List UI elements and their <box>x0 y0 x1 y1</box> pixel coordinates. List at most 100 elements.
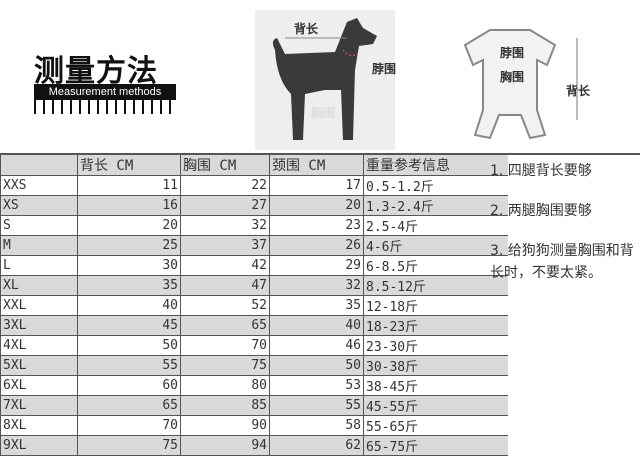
dog-silhouette-icon <box>255 10 395 150</box>
shirt-back-label: 背长 <box>566 84 591 98</box>
value-cell: 2.5-4斤 <box>363 215 508 236</box>
value-cell: 30-38斤 <box>363 355 508 376</box>
table-row: 7XL 65 85 55 45-55斤 <box>0 395 508 416</box>
column-header: 重量参考信息 <box>363 155 508 176</box>
column-header: 背长 CM <box>77 155 181 176</box>
table-row: XXS 11 22 17 0.5-1.2斤 <box>0 175 508 196</box>
value-cell: 65-75斤 <box>363 435 508 456</box>
table-row: L 30 42 29 6-8.5斤 <box>0 255 508 276</box>
table-row: 6XL 60 80 53 38-45斤 <box>0 375 508 396</box>
table-row: 5XL 55 75 50 30-38斤 <box>0 355 508 376</box>
size-cell: M <box>0 235 78 256</box>
note-3: 3. 给狗狗测量胸围和背长时，不要太紧。 <box>490 243 634 281</box>
size-cell: L <box>0 255 78 276</box>
value-cell: 0.5-1.2斤 <box>363 175 508 196</box>
value-cell: 55 <box>269 395 364 416</box>
value-cell: 25 <box>77 235 181 256</box>
value-cell: 65 <box>180 315 270 336</box>
value-cell: 17 <box>269 175 364 196</box>
title: 测量方法 <box>34 54 158 89</box>
dog-back-label: 背长 <box>294 22 319 36</box>
dog-chest-label: 胸围 <box>311 106 336 120</box>
subtitle: Measurement methods <box>34 84 176 100</box>
value-cell: 70 <box>180 335 270 356</box>
value-cell: 40 <box>269 315 364 336</box>
size-cell: S <box>0 215 78 236</box>
value-cell: 47 <box>180 275 270 296</box>
column-header <box>0 155 78 176</box>
value-cell: 32 <box>180 215 270 236</box>
value-cell: 20 <box>77 215 181 236</box>
table-row: 4XL 50 70 46 23-30斤 <box>0 335 508 356</box>
value-cell: 65 <box>77 395 181 416</box>
value-cell: 35 <box>77 275 181 296</box>
value-cell: 60 <box>77 375 181 396</box>
value-cell: 8.5-12斤 <box>363 275 508 296</box>
table-row: XXL 40 52 35 12-18斤 <box>0 295 508 316</box>
value-cell: 45 <box>77 315 181 336</box>
value-cell: 75 <box>77 435 181 456</box>
value-cell: 16 <box>77 195 181 216</box>
table-row: XS 16 27 20 1.3-2.4斤 <box>0 195 508 216</box>
value-cell: 27 <box>180 195 270 216</box>
shirt-neck-label: 脖围 <box>500 46 525 60</box>
size-cell: 9XL <box>0 435 78 456</box>
value-cell: 55 <box>77 355 181 376</box>
size-cell: XL <box>0 275 78 296</box>
value-cell: 30 <box>77 255 181 276</box>
value-cell: 20 <box>269 195 364 216</box>
size-cell: 6XL <box>0 375 78 396</box>
ruler-icon <box>34 100 176 114</box>
header-banner: 测量方法 Measurement methods 背长 脖围 胸围 脖围 胸围 … <box>0 0 640 155</box>
value-cell: 26 <box>269 235 364 256</box>
value-cell: 94 <box>180 435 270 456</box>
value-cell: 50 <box>269 355 364 376</box>
table-row: 9XL 75 94 62 65-75斤 <box>0 435 508 456</box>
column-header: 颈围 CM <box>269 155 364 176</box>
value-cell: 22 <box>180 175 270 196</box>
shirt-diagram-icon <box>463 29 578 140</box>
size-cell: XXL <box>0 295 78 316</box>
value-cell: 12-18斤 <box>363 295 508 316</box>
table-row: 3XL 45 65 40 18-23斤 <box>0 315 508 336</box>
value-cell: 90 <box>180 415 270 436</box>
value-cell: 11 <box>77 175 181 196</box>
value-cell: 32 <box>269 275 364 296</box>
value-cell: 62 <box>269 435 364 456</box>
size-cell: 4XL <box>0 335 78 356</box>
column-header: 胸围 CM <box>180 155 270 176</box>
value-cell: 52 <box>180 295 270 316</box>
value-cell: 50 <box>77 335 181 356</box>
value-cell: 18-23斤 <box>363 315 508 336</box>
table-row: 8XL 70 90 58 55-65斤 <box>0 415 508 436</box>
size-cell: XS <box>0 195 78 216</box>
size-cell: 3XL <box>0 315 78 336</box>
size-cell: 8XL <box>0 415 78 436</box>
size-cell: 7XL <box>0 395 78 416</box>
value-cell: 70 <box>77 415 181 436</box>
note-1: 1. 四腿背长要够 <box>490 163 592 179</box>
value-cell: 75 <box>180 355 270 376</box>
value-cell: 4-6斤 <box>363 235 508 256</box>
dog-neck-label: 脖围 <box>372 62 397 76</box>
value-cell: 35 <box>269 295 364 316</box>
value-cell: 46 <box>269 335 364 356</box>
value-cell: 85 <box>180 395 270 416</box>
size-table: 背长 CM 胸围 CM 颈围 CM 重量参考信息 XXS 11 22 17 0.5-1.2斤 X… <box>0 155 508 456</box>
value-cell: 37 <box>180 235 270 256</box>
notes: 1. 四腿背长要够 2. 两腿胸围要够 3. 给狗狗测量胸围和背长时，不要太紧。 <box>490 160 635 302</box>
note-2: 2. 两腿胸围要够 <box>490 203 592 219</box>
table-row: S 20 32 23 2.5-4斤 <box>0 215 508 236</box>
value-cell: 23-30斤 <box>363 335 508 356</box>
value-cell: 23 <box>269 215 364 236</box>
value-cell: 45-55斤 <box>363 395 508 416</box>
value-cell: 40 <box>77 295 181 316</box>
value-cell: 53 <box>269 375 364 396</box>
size-cell: 5XL <box>0 355 78 376</box>
value-cell: 1.3-2.4斤 <box>363 195 508 216</box>
value-cell: 80 <box>180 375 270 396</box>
shirt-chest-label: 胸围 <box>500 70 525 84</box>
size-cell: XXS <box>0 175 78 196</box>
table-row: M 25 37 26 4-6斤 <box>0 235 508 256</box>
value-cell: 58 <box>269 415 364 436</box>
